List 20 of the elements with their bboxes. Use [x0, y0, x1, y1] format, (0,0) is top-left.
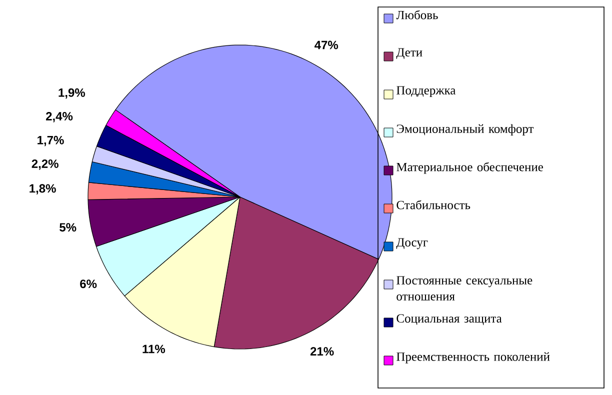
legend-label: Социальная защита [396, 314, 502, 326]
data-label: 47% [314, 40, 338, 50]
legend-label: Досуг [396, 238, 428, 250]
legend-label: Преемственность поколений [396, 352, 550, 364]
data-label: 5% [60, 223, 76, 232]
legend-label: Дети [396, 48, 422, 60]
legend-label: Эмоциональный комфорт [396, 124, 534, 136]
data-label: 1,7% [38, 136, 64, 146]
legend-label: Постоянные сексуальные отношения [396, 276, 532, 301]
data-label: 21% [310, 347, 334, 356]
legend-label: Поддержка [396, 86, 456, 98]
data-label: 1,9% [58, 88, 86, 99]
legend-label: Любовь [396, 10, 438, 20]
data-label: 1,8% [30, 184, 56, 194]
legend-label: Стабильность [396, 200, 470, 210]
data-label: 2,4% [46, 112, 73, 122]
legend-label: Материальное обеспечение [396, 162, 544, 174]
data-label: 2,2% [32, 159, 58, 170]
data-label: 11% [142, 344, 166, 354]
data-label: 6% [80, 280, 97, 288]
